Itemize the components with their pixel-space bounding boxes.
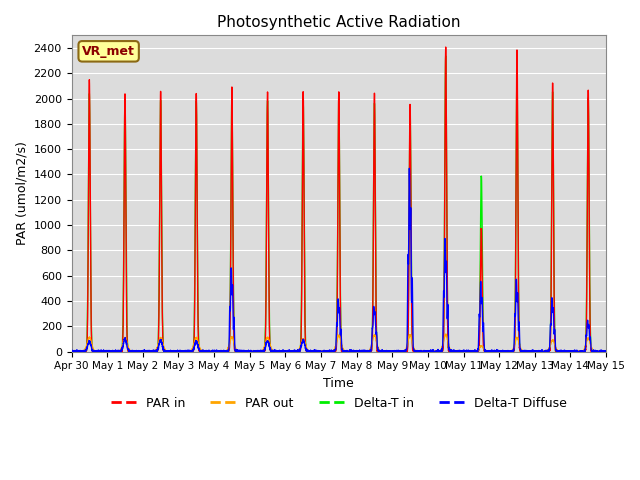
Title: Photosynthetic Active Radiation: Photosynthetic Active Radiation bbox=[217, 15, 461, 30]
Text: VR_met: VR_met bbox=[82, 45, 135, 58]
X-axis label: Time: Time bbox=[323, 377, 354, 390]
Y-axis label: PAR (umol/m2/s): PAR (umol/m2/s) bbox=[15, 142, 28, 245]
Legend: PAR in, PAR out, Delta-T in, Delta-T Diffuse: PAR in, PAR out, Delta-T in, Delta-T Dif… bbox=[106, 392, 572, 415]
